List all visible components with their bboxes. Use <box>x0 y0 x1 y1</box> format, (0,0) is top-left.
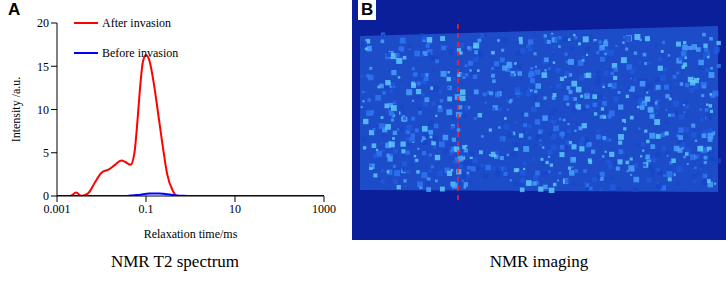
html-text:After invasion: After invasion <box>102 15 171 30</box>
svg-text:10: 10 <box>229 202 241 216</box>
svg-text:Intensity /a.u.: Intensity /a.u. <box>9 77 23 143</box>
html-text:Before invasion: Before invasion <box>102 45 179 60</box>
svg-text:5: 5 <box>43 146 49 160</box>
svg-text:0: 0 <box>43 189 49 203</box>
svg-text:20: 20 <box>37 16 49 30</box>
svg-text:15: 15 <box>37 60 49 74</box>
svg-text:1000: 1000 <box>312 202 336 216</box>
svg-text:0.001: 0.001 <box>44 202 71 216</box>
html-text:NMR T2 spectrum: NMR T2 spectrum <box>110 252 240 271</box>
svg-text:0.1: 0.1 <box>139 202 154 216</box>
html-text:NMR imaging: NMR imaging <box>489 252 589 271</box>
svg-text:Relaxation time/ms: Relaxation time/ms <box>144 227 238 240</box>
html-text:B: B <box>361 0 374 19</box>
svg-text:10: 10 <box>37 103 49 117</box>
html-text:A: A <box>8 0 21 19</box>
